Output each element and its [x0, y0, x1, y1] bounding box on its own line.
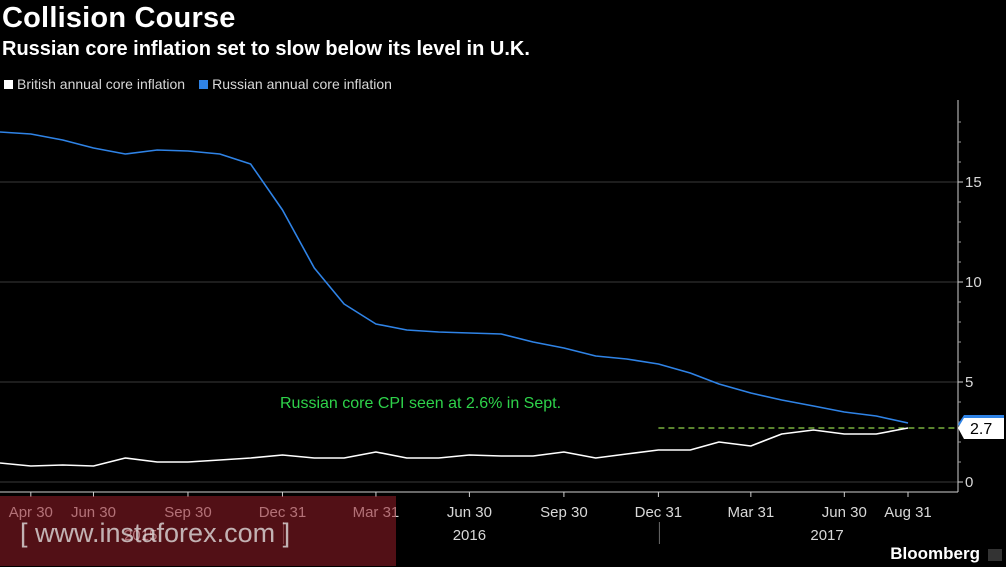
y-tick-label: 10	[965, 274, 982, 291]
x-tick-label: Sep 30	[540, 504, 588, 521]
y-tick-label: 5	[965, 374, 973, 391]
year-label: 2016	[453, 527, 486, 544]
year-label: 2017	[810, 527, 843, 544]
watermark-text: [ www.instaforex.com ]	[20, 518, 291, 548]
y-tick-label: 0	[965, 474, 973, 491]
annotation-text: Russian core CPI seen at 2.6% in Sept.	[280, 395, 561, 412]
legend-swatch-russian	[199, 79, 209, 89]
x-tick-label: Aug 31	[884, 504, 932, 521]
series-line-russian	[0, 131, 909, 424]
x-tick-label: Jun 30	[822, 504, 867, 521]
legend-label-british: British annual core inflation	[17, 76, 186, 92]
british-last-value-tag	[958, 418, 1004, 439]
bloomberg-logo: Bloomberg	[890, 544, 980, 563]
last-value-label: 2.7	[970, 421, 992, 438]
legend: British annual core inflation Russian an…	[4, 76, 392, 92]
x-tick-label: Dec 31	[635, 504, 683, 521]
y-tick-label: 15	[965, 174, 982, 191]
x-tick-label: Mar 31	[728, 504, 775, 521]
chart-title: Collision Course	[2, 2, 236, 34]
legend-item-british: British annual core inflation	[4, 76, 185, 92]
chart-subtitle: Russian core inflation set to slow below…	[2, 38, 530, 60]
legend-item-russian: Russian annual core inflation	[199, 76, 392, 92]
legend-swatch-british	[4, 79, 13, 89]
watermark-banner	[0, 496, 396, 566]
bloomberg-mark-icon	[988, 549, 1002, 561]
x-tick-label: Jun 30	[447, 504, 492, 521]
series-line-british	[0, 427, 909, 467]
legend-label-russian: Russian annual core inflation	[212, 76, 392, 92]
